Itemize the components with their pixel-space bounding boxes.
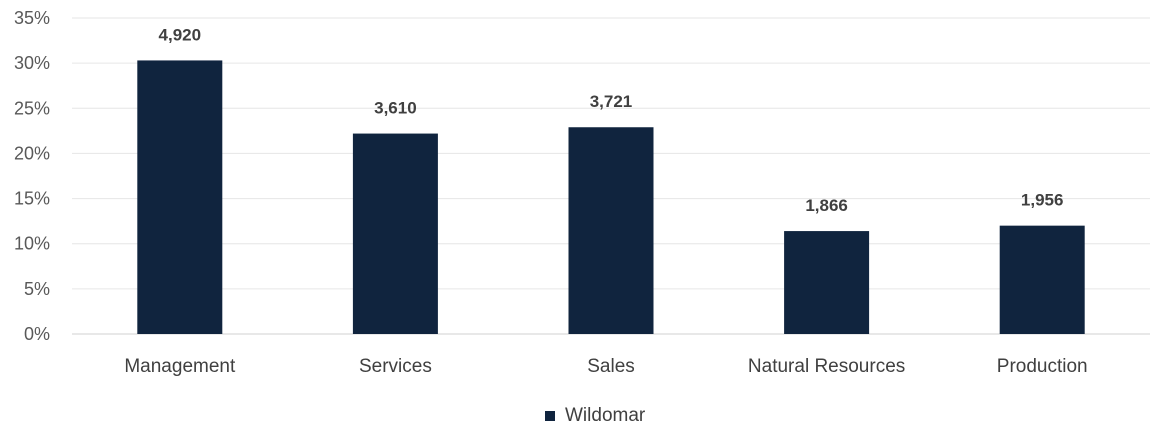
legend: Wildomar <box>545 405 646 426</box>
bar-management <box>137 60 223 334</box>
y-tick-label-4: 20% <box>14 143 50 163</box>
data-label-services: 3,610 <box>374 99 417 118</box>
x-category-services: Services <box>359 356 432 377</box>
data-label-management: 4,920 <box>159 25 202 44</box>
bar-services <box>352 133 438 334</box>
data-labels: 4,920 3,610 3,721 1,866 1,956 <box>159 25 1064 215</box>
legend-label-wildomar: Wildomar <box>565 405 646 426</box>
bar-sales <box>568 127 654 334</box>
y-tick-label-6: 30% <box>14 53 50 73</box>
x-category-management: Management <box>124 356 236 377</box>
bar-production <box>999 225 1085 334</box>
data-label-natural-resources: 1,866 <box>805 196 848 215</box>
y-tick-label-2: 10% <box>14 234 50 254</box>
x-category-natural-resources: Natural Resources <box>748 356 905 377</box>
y-tick-label-5: 25% <box>14 98 50 118</box>
y-tick-label-1: 5% <box>24 279 50 299</box>
y-tick-label-0: 0% <box>24 324 50 344</box>
data-label-sales: 3,721 <box>590 92 633 111</box>
y-tick-label-7: 35% <box>14 8 50 28</box>
data-label-production: 1,956 <box>1021 191 1064 210</box>
y-axis-ticks: 0% 5% 10% 15% 20% 25% 30% 35% <box>14 8 50 344</box>
x-category-sales: Sales <box>587 356 635 377</box>
x-category-production: Production <box>997 356 1088 377</box>
bar-natural-resources <box>784 231 870 334</box>
y-tick-label-3: 15% <box>14 189 50 209</box>
legend-swatch-wildomar <box>545 411 555 421</box>
bars <box>137 60 1085 334</box>
x-axis-categories: Management Services Sales Natural Resources… <box>124 356 1087 377</box>
